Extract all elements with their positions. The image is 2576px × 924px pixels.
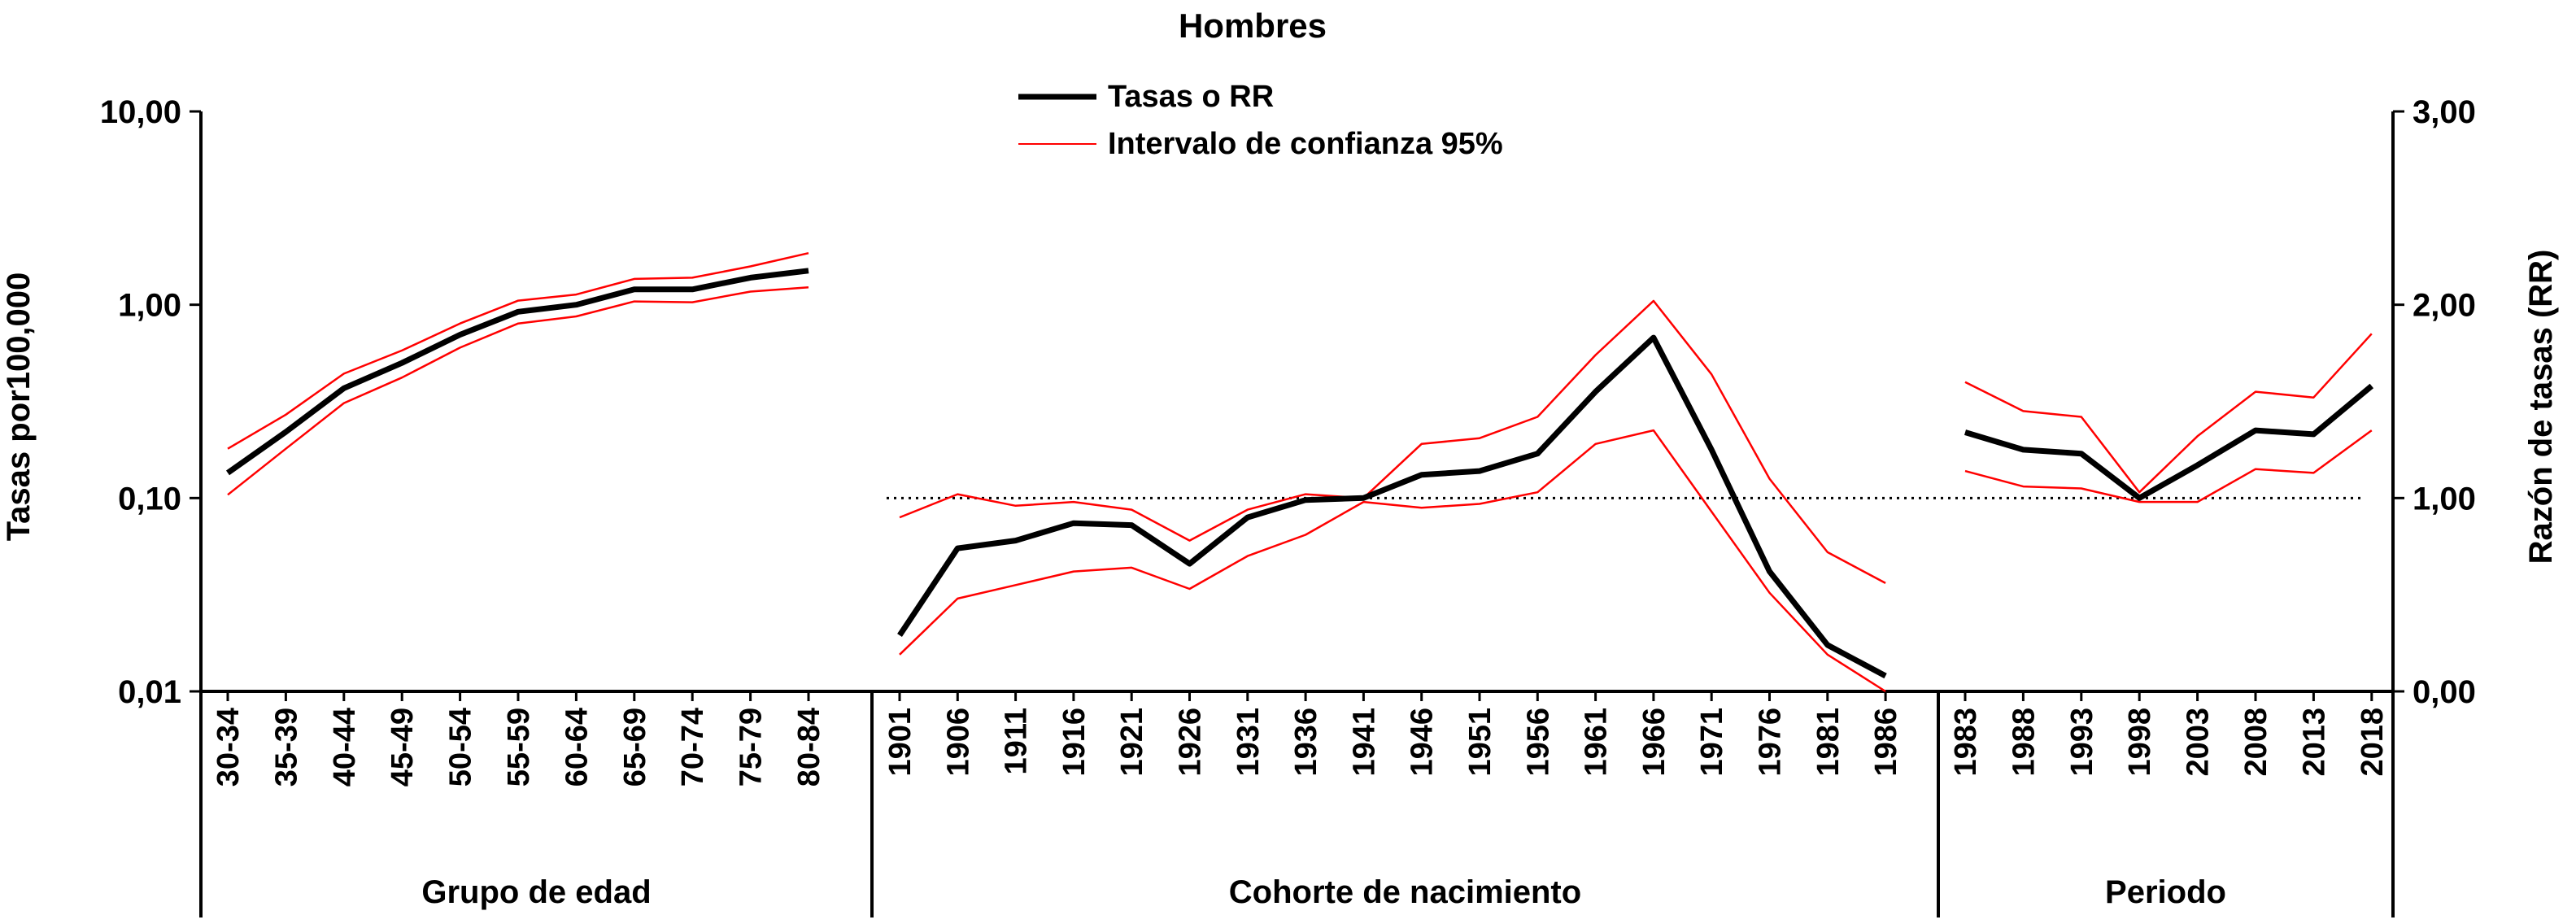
series-line-ci-lower <box>899 429 1886 693</box>
x-tick-label: 1981 <box>1811 708 1846 777</box>
x-tick-label: 75-79 <box>734 708 769 787</box>
x-tick-label: 60-64 <box>560 708 594 787</box>
x-tick-label: 40-44 <box>328 708 362 787</box>
x-tick-label: 1998 <box>2123 708 2157 777</box>
x-tick-label: 1966 <box>1637 708 1672 777</box>
x-tick-label: 1993 <box>2065 708 2099 777</box>
x-tick-label: 1931 <box>1231 708 1266 777</box>
x-tick-label: 1901 <box>883 708 918 777</box>
x-tick-label: 1983 <box>1949 708 1983 777</box>
x-tick-label: 1941 <box>1347 708 1381 777</box>
legend-label-ci: Intervalo de confianza 95% <box>1108 127 1503 161</box>
x-tick-label: 30-34 <box>211 708 246 787</box>
x-tick-label: 1936 <box>1289 708 1323 777</box>
series-line-ci-upper <box>1964 333 2373 494</box>
group-label: Cohorte de nacimiento <box>1229 874 1581 910</box>
x-tick-label: 1971 <box>1695 708 1729 777</box>
x-tick-label: 2008 <box>2239 708 2273 777</box>
left-tick-label: 0,10 <box>118 481 181 516</box>
right-axis-label: Razón de tasas (RR) <box>2523 250 2559 564</box>
x-tick-label: 45-49 <box>386 708 420 787</box>
left-tick-label: 1,00 <box>118 288 181 324</box>
x-tick-label: 70-74 <box>676 708 710 787</box>
x-tick-label: 1988 <box>2007 708 2041 777</box>
group-label: Periodo <box>2105 874 2226 910</box>
x-tick-label: 1946 <box>1406 708 1440 777</box>
series-line-ci-lower <box>1964 429 2373 503</box>
x-tick-label: 2018 <box>2356 708 2390 777</box>
left-tick-label: 10,00 <box>100 94 181 130</box>
x-tick-label: 1916 <box>1057 708 1092 777</box>
chart-title: Hombres <box>1179 7 1327 45</box>
right-tick-label: 3,00 <box>2413 94 2476 130</box>
series-line-rate <box>897 334 1887 679</box>
x-tick-label: 1951 <box>1463 708 1497 777</box>
x-tick-label: 1986 <box>1869 708 1903 777</box>
x-tick-label: 1961 <box>1580 708 1614 777</box>
series-line-rate <box>1964 383 2374 501</box>
x-tick-label: 1926 <box>1174 708 1208 777</box>
x-tick-label: 80-84 <box>792 708 826 787</box>
left-tick-label: 0,01 <box>118 674 181 710</box>
x-tick-label: 50-54 <box>444 708 478 787</box>
x-tick-label: 55-59 <box>502 708 536 787</box>
x-tick-label: 1921 <box>1115 708 1149 777</box>
group-label: Grupo de edad <box>421 874 651 910</box>
x-tick-label: 1906 <box>941 708 975 777</box>
x-tick-label: 1911 <box>1000 708 1034 774</box>
right-tick-label: 0,00 <box>2413 674 2476 710</box>
x-tick-label: 1976 <box>1754 708 1788 777</box>
right-tick-label: 1,00 <box>2413 481 2476 516</box>
x-tick-label: 2003 <box>2182 708 2216 777</box>
series-line-ci-upper <box>899 299 1886 585</box>
series-line-ci-lower <box>227 286 809 496</box>
right-tick-label: 2,00 <box>2413 288 2476 324</box>
x-tick-label: 65-69 <box>618 708 652 787</box>
x-tick-label: 2013 <box>2297 708 2331 777</box>
legend-label-rate: Tasas o RR <box>1108 80 1274 114</box>
left-axis-label: Tasas por100,000 <box>1 272 37 542</box>
x-tick-label: 35-39 <box>269 708 303 787</box>
legend: Tasas o RR Intervalo de confianza 95% <box>1018 80 1503 161</box>
series-line-ci-upper <box>227 251 809 450</box>
series-line-rate <box>225 268 809 476</box>
x-tick-label: 1956 <box>1521 708 1555 777</box>
